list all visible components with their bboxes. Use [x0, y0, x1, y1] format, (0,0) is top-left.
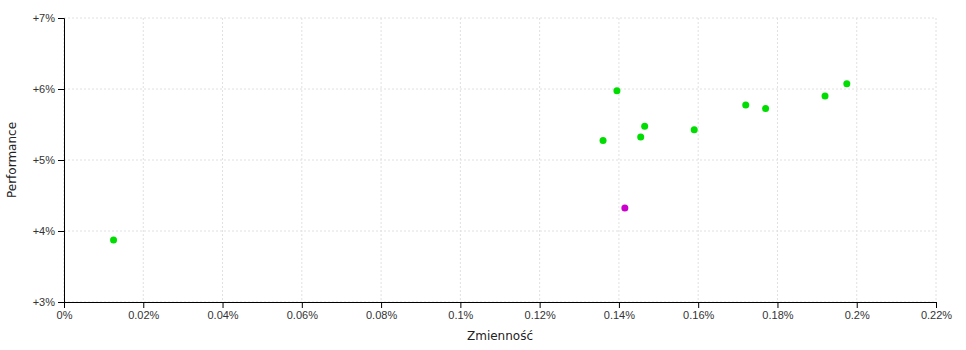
x-tick: 0%	[57, 302, 73, 321]
point	[600, 137, 607, 144]
x-tick-label: 0.22%	[921, 309, 952, 321]
y-grid-line	[64, 18, 936, 19]
x-tick-label: 0.02%	[128, 309, 159, 321]
x-tick: 0.16%	[683, 302, 714, 321]
x-axis: 0% 0.02% 0.04% 0.06% 0.08% 0.1% 0.12% 0.14% 0.16…	[57, 302, 953, 321]
x-tick: 0.18%	[762, 302, 793, 321]
series	[621, 204, 628, 211]
y-tick: +4%	[33, 225, 64, 237]
x-tick-mark	[223, 302, 224, 308]
y-tick: +7%	[33, 12, 64, 24]
x-tick: 0.14%	[604, 302, 635, 321]
x-tick-label: 0.04%	[207, 309, 238, 321]
x-tick-label: 0.1%	[448, 309, 473, 321]
x-tick-mark	[302, 302, 303, 308]
point	[110, 236, 117, 243]
x-tick: 0.12%	[525, 302, 556, 321]
point	[742, 101, 749, 108]
y-tick: +3%	[33, 296, 64, 308]
x-grid-line	[539, 18, 540, 302]
point	[641, 123, 648, 130]
x-tick-label: 0.06%	[287, 309, 318, 321]
x-tick-mark	[540, 302, 541, 308]
x-tick-label: 0.18%	[762, 309, 793, 321]
y-tick-mark	[58, 18, 64, 19]
x-tick-label: 0.12%	[525, 309, 556, 321]
x-tick-mark	[777, 302, 778, 308]
x-tick-label: 0.14%	[604, 309, 635, 321]
point	[613, 87, 620, 94]
x-tick: 0.1%	[448, 302, 473, 321]
y-axis: +3% +4% +5% +6% +7%	[33, 12, 65, 308]
x-tick-mark	[143, 302, 144, 308]
x-tick-mark	[460, 302, 461, 308]
x-tick-mark	[619, 302, 620, 308]
x-tick: 0.22%	[921, 302, 952, 321]
x-tick-mark	[857, 302, 858, 308]
x-axis-line	[65, 303, 937, 309]
y-grid-line	[64, 231, 936, 232]
plot: 0% 0.02% 0.04% 0.06% 0.08% 0.1% 0.12% 0.14% 0.16…	[33, 12, 953, 321]
y-tick-mark	[58, 302, 64, 303]
x-grid-line	[143, 18, 144, 302]
x-tick-label: 0%	[57, 309, 73, 321]
x-tick-mark	[698, 302, 699, 308]
x-tick-mark	[936, 302, 937, 308]
point	[637, 133, 644, 140]
y-tick-label: +3%	[33, 296, 56, 308]
chart: 0% 0.02% 0.04% 0.06% 0.08% 0.1% 0.12% 0.14% 0.16…	[0, 0, 966, 350]
point	[843, 80, 850, 87]
y-tick-label: +5%	[33, 154, 56, 166]
x-grid-line	[618, 18, 619, 302]
x-tick: 0.2%	[845, 302, 870, 321]
x-tick-label: 0.2%	[845, 309, 870, 321]
y-tick-mark	[58, 231, 64, 232]
y-tick-mark	[58, 160, 64, 161]
point	[621, 204, 628, 211]
x-tick: 0.04%	[207, 302, 238, 321]
x-tick: 0.02%	[128, 302, 159, 321]
point	[762, 105, 769, 112]
point	[691, 126, 698, 133]
y-grid-line	[64, 160, 936, 161]
x-tick: 0.06%	[287, 302, 318, 321]
y-grid-line	[64, 89, 936, 90]
y-tick: +6%	[33, 83, 64, 95]
y-tick-label: +7%	[33, 12, 56, 24]
y-tick-mark	[58, 89, 64, 90]
y-tick-label: +4%	[33, 225, 56, 237]
series	[110, 80, 850, 243]
x-grid-line	[222, 18, 223, 302]
y-tick-label: +6%	[33, 83, 56, 95]
point	[822, 93, 829, 100]
grid	[64, 18, 936, 302]
x-tick-label: 0.08%	[366, 309, 397, 321]
y-axis-title: Performance	[5, 122, 19, 198]
x-tick: 0.08%	[366, 302, 397, 321]
x-tick-mark	[381, 302, 382, 308]
y-tick: +5%	[33, 154, 64, 166]
marks	[110, 80, 850, 243]
x-axis-title: Zmienność	[467, 329, 533, 343]
y-axis-line	[58, 19, 65, 303]
x-tick-label: 0.16%	[683, 309, 714, 321]
